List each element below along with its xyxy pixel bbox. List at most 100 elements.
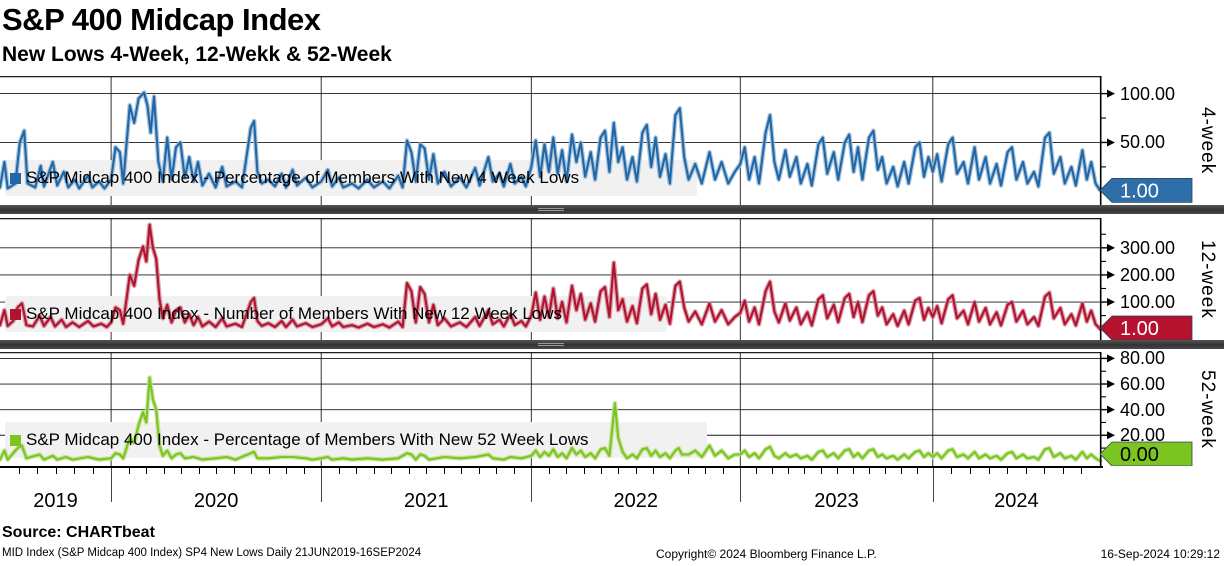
month-tick (688, 468, 690, 474)
y-axis-ticks (1100, 354, 1115, 449)
x-axis-line (0, 466, 1103, 468)
month-tick (868, 468, 870, 474)
year-label-2021: 2021 (403, 490, 449, 512)
month-tick (181, 468, 183, 474)
month-tick (969, 468, 971, 474)
month-tick (461, 468, 463, 474)
footer-copyright: Copyright© 2024 Bloomberg Finance L.P. (656, 547, 877, 561)
month-tick (408, 468, 410, 474)
month-tick (268, 468, 270, 474)
month-tick (788, 468, 790, 474)
month-tick (216, 468, 218, 474)
y-tick-label: 100.00 (1120, 292, 1176, 313)
year-label-2023: 2023 (814, 490, 859, 512)
month-tick (74, 468, 76, 474)
year-gridlines (110, 352, 934, 466)
month-tick (566, 468, 568, 474)
month-tick (836, 468, 838, 474)
panel-resize-handle[interactable] (0, 340, 1224, 349)
y-tick-label: 40.00 (1120, 399, 1166, 420)
last-value-text: 0.00 (1120, 444, 1159, 466)
panel-plot-4-week: 1.00 (0, 76, 1193, 205)
month-tick (1025, 468, 1027, 474)
month-tick (37, 468, 39, 474)
month-tick (513, 468, 515, 474)
source-label: Source: CHARTbeat (2, 524, 155, 541)
year-divider (531, 468, 533, 502)
month-tick (951, 468, 953, 474)
legend-label: S&P Midcap 400 Index - Percentage of Mem… (26, 168, 580, 187)
month-tick (338, 468, 340, 474)
year-label-2019: 2019 (33, 490, 78, 512)
month-tick (804, 468, 806, 474)
month-tick (1062, 468, 1064, 474)
page-title: S&P 400 Midcap Index (2, 2, 321, 37)
year-divider (321, 468, 323, 502)
y-tick-label: 20.00 (1120, 425, 1166, 446)
resize-grip-icon (538, 343, 564, 346)
year-divider (740, 468, 742, 502)
month-tick (478, 468, 480, 474)
month-tick (1081, 468, 1083, 474)
month-tick (391, 468, 393, 474)
month-tick (251, 468, 253, 474)
year-label-2020: 2020 (193, 490, 239, 512)
footer-timestamp: 16-Sep-2024 10:29:12 (1100, 547, 1220, 561)
last-value-tag-4-week[interactable]: 1.00 (1099, 177, 1193, 203)
month-tick (1007, 468, 1009, 474)
month-tick (128, 468, 130, 474)
legend-label: S&P Midcap 400 Index - Percentage of Mem… (26, 430, 589, 449)
y-tick-label: 100.00 (1120, 83, 1176, 104)
last-value-text: 1.00 (1120, 180, 1159, 202)
value-gridlines (0, 247, 1100, 303)
panel-name-12-week: 12-week (1197, 239, 1218, 319)
legend-swatch-icon (10, 434, 21, 446)
legend-item-4-week[interactable]: S&P Midcap 400 Index - Percentage of Mem… (10, 168, 579, 188)
month-tick (916, 468, 918, 474)
month-tick (92, 468, 94, 474)
year-divider (932, 468, 934, 502)
month-tick (583, 468, 585, 474)
resize-grip-icon (538, 208, 564, 211)
page-subtitle: New Lows 4-Week, 12-Wekk & 52-Week (2, 43, 392, 66)
month-tick (635, 468, 637, 474)
month-tick (1044, 468, 1046, 474)
legend-label: S&P Midcap 400 Index - Number of Members… (26, 304, 563, 323)
legend-background (5, 422, 707, 458)
value-gridlines (0, 93, 1100, 143)
month-tick (653, 468, 655, 474)
month-tick (18, 468, 20, 474)
month-tick (756, 468, 758, 474)
chart-panel-4-week: 1.00 100.00 50.00 S&P Midcap 400 Index - Pe… (0, 76, 1224, 205)
last-value-text: 1.00 (1120, 318, 1159, 340)
month-tick (722, 468, 724, 474)
month-tick (852, 468, 854, 474)
footer-security-info: MID Index (S&P Midcap 400 Index) SP4 New… (2, 547, 422, 559)
month-tick (618, 468, 620, 474)
month-tick (55, 468, 57, 474)
last-value-tag-12-week[interactable]: 1.00 (1099, 315, 1193, 340)
month-tick (988, 468, 990, 474)
legend-item-12-week[interactable]: S&P Midcap 400 Index - Number of Members… (10, 304, 562, 324)
chart-panel-12-week: 1.00 300.00 200.00 100.00 S&P Midcap 400 Ind… (0, 218, 1224, 340)
series-line-4-week (0, 91, 1102, 192)
legend-swatch-icon (10, 172, 21, 184)
month-tick (163, 468, 165, 474)
x-axis: 2019 2020 2021 2022 2023 2024 (0, 466, 1224, 524)
chart-panel-52-week: 0.00 80.00 60.00 40.00 20.00 S&P Midcap 400 I… (0, 348, 1224, 466)
year-divider (111, 468, 113, 502)
month-tick (772, 468, 774, 474)
panel-name-4-week: 4-week (1197, 106, 1218, 175)
y-axis-ticks (1100, 89, 1115, 168)
panel-resize-handle[interactable] (0, 205, 1224, 214)
month-tick (600, 468, 602, 474)
month-tick (548, 468, 550, 474)
y-axis-ticks (1100, 233, 1115, 317)
month-tick (286, 468, 288, 474)
legend-item-52-week[interactable]: S&P Midcap 400 Index - Percentage of Mem… (10, 430, 589, 450)
month-tick (303, 468, 305, 474)
month-tick (233, 468, 235, 474)
month-tick (900, 468, 902, 474)
last-value-tag-52-week[interactable]: 0.00 (1099, 441, 1193, 466)
